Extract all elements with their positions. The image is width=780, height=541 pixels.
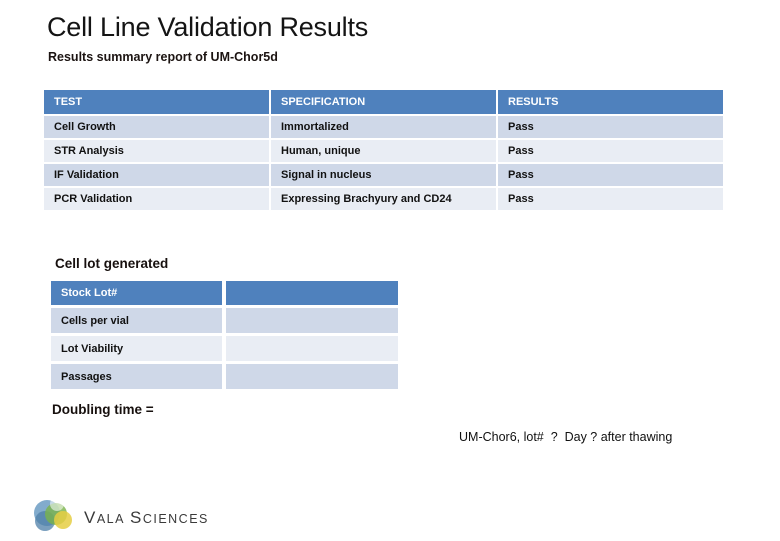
- table-row-cell: Expressing Brachyury and CD24: [271, 188, 496, 210]
- table-row-cell: Immortalized: [271, 116, 496, 138]
- cell-lot-heading: Cell lot generated: [55, 256, 169, 271]
- table-row-cell: [226, 308, 398, 333]
- logo-letters: CIENCES: [142, 511, 209, 526]
- vala-sciences-logo: VALA SCIENCES: [33, 494, 209, 541]
- page-title: Cell Line Validation Results: [47, 12, 369, 42]
- table-row-cell: Lot Viability: [51, 336, 222, 361]
- vala-logo-icon: [33, 494, 75, 541]
- results-table-header-specification: SPECIFICATION: [271, 90, 496, 114]
- table-row-cell: Cells per vial: [51, 308, 222, 333]
- cell-lot-header-value: [226, 281, 398, 305]
- table-row-cell: Cell Growth: [44, 116, 269, 138]
- table-row-cell: [226, 364, 398, 389]
- logo-letter: S: [129, 507, 143, 527]
- cell-lot-header-label: Stock Lot#: [51, 281, 222, 305]
- logo-letter: V: [84, 507, 97, 527]
- table-row-cell: Pass: [498, 116, 723, 138]
- table-row-cell: Pass: [498, 164, 723, 186]
- table-row-cell: [226, 336, 398, 361]
- table-row-cell: Human, unique: [271, 140, 496, 162]
- table-row-cell: Pass: [498, 140, 723, 162]
- logo-letters: ALA: [96, 511, 125, 526]
- doubling-time-label: Doubling time =: [52, 402, 154, 417]
- table-row-cell: IF Validation: [44, 164, 269, 186]
- cell-lot-table: Stock Lot# Cells per vial Lot Viability …: [51, 281, 398, 389]
- sample-caption: UM-Chor6, lot# ? Day ? after thawing: [459, 430, 673, 444]
- results-table-header-results: RESULTS: [498, 90, 723, 114]
- table-row-cell: Passages: [51, 364, 222, 389]
- vala-logo-wordmark: VALA SCIENCES: [84, 508, 209, 528]
- table-row-cell: Signal in nucleus: [271, 164, 496, 186]
- results-table-header-test: TEST: [44, 90, 269, 114]
- table-row-cell: Pass: [498, 188, 723, 210]
- results-table: TEST SPECIFICATION RESULTS Cell Growth I…: [44, 90, 723, 210]
- page-subtitle: Results summary report of UM-Chor5d: [48, 50, 278, 64]
- table-row-cell: PCR Validation: [44, 188, 269, 210]
- table-row-cell: STR Analysis: [44, 140, 269, 162]
